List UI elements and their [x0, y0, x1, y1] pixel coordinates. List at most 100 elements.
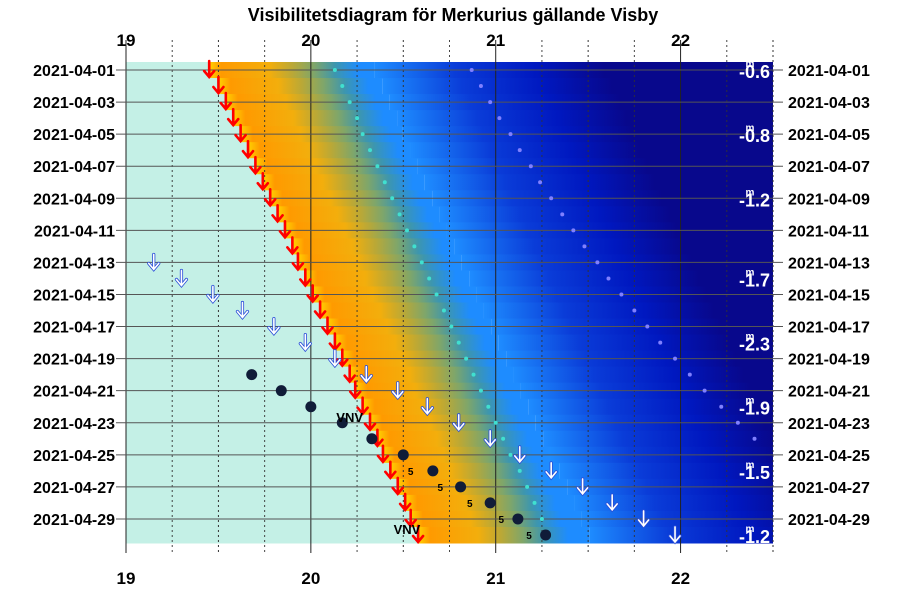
x-tick-bottom: 20 — [301, 569, 320, 588]
twilight-band — [233, 110, 398, 127]
sunset-arrow — [411, 524, 425, 545]
date-label-left: 2021-04-27 — [33, 480, 115, 497]
night-band — [410, 142, 773, 159]
daylight-band — [126, 142, 249, 159]
civil-twilight-dot — [441, 308, 446, 313]
daylight-band — [126, 430, 378, 448]
mercury-dot — [246, 369, 258, 381]
nautical-twilight-dot — [687, 372, 692, 377]
sunset-arrow — [321, 316, 334, 336]
mercury-dot — [455, 481, 467, 493]
magnitude-superscript: m — [746, 332, 755, 343]
magnitude-label: -1.2 — [739, 527, 770, 547]
sunset-arrow — [256, 171, 270, 192]
twilight-band — [390, 462, 560, 480]
twilight-group — [277, 206, 440, 223]
night-band — [424, 174, 773, 191]
civil-twilight-dot — [340, 84, 345, 89]
magnitude-superscript: m — [746, 267, 755, 278]
moonset-arrow — [484, 429, 496, 448]
sunset-arrow — [219, 91, 233, 112]
sunset-arrow — [234, 123, 247, 144]
date-label-left: 2021-04-21 — [33, 384, 115, 401]
moonset-arrow — [576, 478, 589, 496]
moonset-arrow — [360, 365, 373, 383]
x-tick-bottom: 22 — [671, 569, 690, 588]
mercury-dot — [484, 497, 496, 509]
civil-twilight-dot — [347, 100, 352, 105]
mercury-dot — [305, 401, 317, 413]
nautical-twilight-dot — [632, 308, 637, 313]
nautical-twilight-dot — [595, 260, 600, 265]
sunset-arrow — [291, 252, 305, 272]
magnitude-label: -1.2 — [739, 190, 770, 210]
date-label-right: 2021-04-01 — [788, 63, 870, 80]
twilight-band — [305, 270, 470, 287]
civil-twilight-dot — [375, 164, 380, 169]
date-label-right: 2021-04-27 — [788, 480, 870, 497]
night-group — [410, 142, 773, 159]
civil-twilight-dot — [525, 484, 530, 489]
night-band — [559, 462, 773, 480]
date-label-left: 2021-04-25 — [33, 448, 115, 465]
sunset-arrow — [356, 396, 369, 416]
twilight-band — [218, 78, 383, 95]
sunset-arrow — [226, 107, 240, 128]
date-label-left: 2021-04-15 — [33, 287, 115, 304]
moonset-arrow — [236, 301, 249, 319]
date-label-right: 2021-04-21 — [788, 384, 870, 401]
date-label-left: 2021-04-11 — [34, 223, 115, 240]
sunset-arrow — [348, 380, 362, 400]
civil-twilight-dot — [493, 420, 498, 425]
mercury-dot — [275, 385, 287, 397]
twilight-band — [362, 398, 529, 416]
civil-twilight-dot — [419, 260, 424, 265]
mercury-dot — [336, 417, 348, 429]
x-tick-top: 22 — [671, 31, 690, 50]
civil-twilight-dot — [508, 452, 513, 457]
magnitude-label: -0.6 — [739, 62, 770, 82]
nautical-twilight-dot — [538, 180, 543, 185]
night-group — [424, 174, 773, 191]
civil-twilight-dot — [355, 116, 360, 121]
sunset-arrow — [376, 444, 390, 464]
chart-marks — [147, 59, 757, 545]
date-label-left: 2021-04-17 — [33, 320, 115, 337]
magnitude-superscript: m — [746, 123, 755, 134]
night-group — [528, 398, 773, 416]
sunset-arrow — [299, 268, 312, 288]
date-label-left: 2021-04-19 — [33, 352, 115, 369]
civil-twilight-dot — [471, 372, 476, 377]
date-label-right: 2021-04-11 — [788, 223, 869, 240]
daylight-band — [126, 398, 363, 416]
nautical-twilight-dot — [702, 388, 707, 393]
moonset-arrow — [513, 446, 526, 464]
daylight-band — [126, 238, 293, 255]
nautical-twilight-dot — [497, 116, 502, 121]
nautical-twilight-dot — [673, 356, 678, 361]
daylight-band — [126, 334, 335, 352]
magnitude-superscript: m — [746, 396, 755, 407]
sunset-arrow — [241, 139, 255, 160]
moonset-arrow — [545, 462, 557, 480]
night-group — [469, 270, 773, 287]
x-tick-bottom: 19 — [117, 569, 136, 588]
twilight-band — [349, 366, 514, 384]
daylight-band — [126, 110, 234, 127]
date-label-right: 2021-04-15 — [788, 287, 870, 304]
moonset-arrow — [147, 253, 160, 271]
night-band — [528, 398, 773, 416]
night-group — [397, 110, 773, 127]
nautical-twilight-dot — [606, 276, 611, 281]
civil-twilight-dot — [539, 516, 544, 521]
night-group — [543, 430, 773, 448]
sunset-arrow — [384, 460, 397, 480]
magnitude-label: -2.3 — [739, 335, 770, 355]
night-group — [513, 366, 773, 384]
nautical-twilight-dot — [645, 324, 650, 329]
sunset-arrow — [398, 492, 412, 512]
twilight-group — [418, 526, 590, 544]
nautical-twilight-dot — [560, 212, 565, 217]
nautical-twilight-dot — [508, 132, 513, 137]
night-band — [439, 206, 773, 223]
